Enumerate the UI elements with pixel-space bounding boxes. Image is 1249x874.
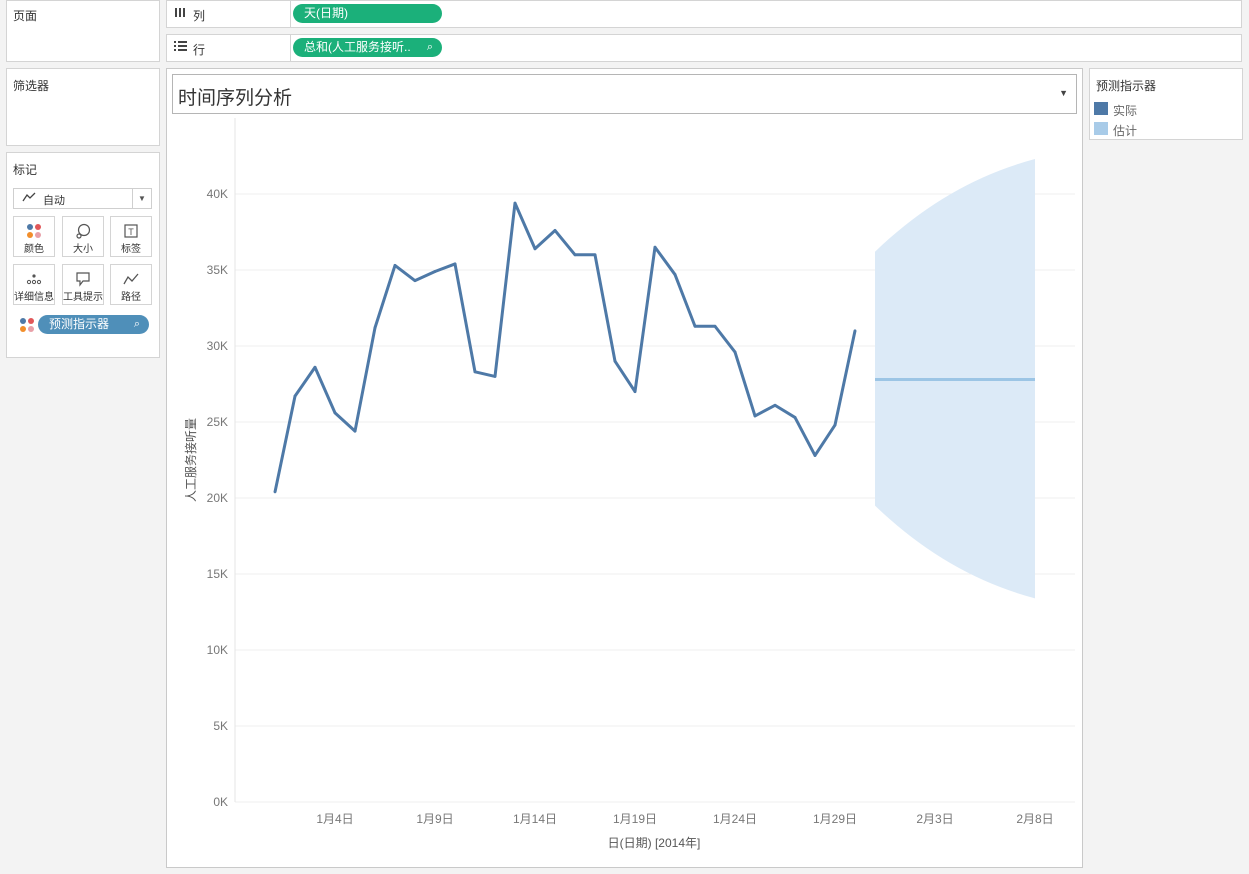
rows-pill-label: 总和(人工服务接听.. — [304, 40, 411, 54]
size-icon — [63, 223, 103, 239]
forecast-indicator-pill[interactable]: 预测指示器 ⌕ — [38, 315, 149, 334]
chevron-down-icon[interactable]: ▼ — [1059, 88, 1068, 98]
legend-label-estimate: 估计 — [1113, 124, 1138, 138]
view-title: 时间序列分析 — [178, 87, 293, 109]
detail-icon — [14, 271, 54, 287]
label-icon: T — [111, 223, 151, 239]
path-button-label: 路径 — [121, 292, 141, 303]
rows-label-text: 行 — [193, 43, 206, 57]
rows-shelf[interactable]: 行 总和(人工服务接听.. ⌕ — [166, 34, 1242, 62]
legend-label-actual: 实际 — [1113, 104, 1138, 118]
line-mark-icon — [22, 191, 36, 206]
color-dots-icon — [14, 223, 54, 239]
svg-text:T: T — [128, 227, 134, 237]
size-button[interactable]: 大小 — [62, 216, 104, 257]
view-area — [166, 68, 1083, 868]
color-button[interactable]: 颜色 — [13, 216, 55, 257]
path-button[interactable]: 路径 — [110, 264, 152, 305]
rows-pill[interactable]: 总和(人工服务接听.. ⌕ — [293, 38, 442, 57]
tooltip-icon — [63, 271, 103, 287]
size-button-label: 大小 — [73, 244, 93, 255]
columns-pill-label: 天(日期) — [304, 6, 348, 20]
tooltip-button-label: 工具提示 — [63, 292, 103, 303]
columns-pill[interactable]: 天(日期) — [293, 4, 442, 23]
filters-card[interactable]: 筛选器 — [6, 68, 160, 146]
legend-swatch-actual — [1094, 102, 1108, 115]
detail-button-label: 详细信息 — [14, 292, 54, 303]
columns-icon — [174, 6, 186, 21]
rows-shelf-label: 行 — [167, 35, 291, 61]
pages-card[interactable]: 页面 — [6, 0, 160, 62]
marks-card-title: 标记 — [13, 163, 38, 177]
legend-title: 预测指示器 — [1096, 79, 1157, 93]
view-title-box[interactable]: 时间序列分析 ▼ — [172, 74, 1077, 114]
columns-shelf-label: 列 — [167, 1, 291, 27]
forecast-pin-icon: ⌕ — [426, 41, 433, 53]
rows-icon — [174, 40, 187, 55]
label-button-label: 标签 — [121, 244, 141, 255]
path-icon — [111, 271, 151, 287]
chevron-down-icon[interactable]: ▼ — [132, 189, 151, 208]
label-button[interactable]: T 标签 — [110, 216, 152, 257]
filters-card-title: 筛选器 — [13, 79, 50, 93]
mark-type-label: 自动 — [43, 195, 65, 207]
detail-button[interactable]: 详细信息 — [13, 264, 55, 305]
columns-shelf[interactable]: 列 天(日期) — [166, 0, 1242, 28]
color-button-label: 颜色 — [24, 244, 44, 255]
color-field-icon — [19, 317, 35, 336]
legend-swatch-estimate — [1094, 122, 1108, 135]
columns-label-text: 列 — [193, 9, 206, 23]
forecast-pin-icon: ⌕ — [133, 318, 140, 330]
forecast-indicator-pill-label: 预测指示器 — [49, 317, 110, 331]
tooltip-button[interactable]: 工具提示 — [62, 264, 104, 305]
forecast-legend[interactable]: 预测指示器 实际 估计 — [1089, 68, 1243, 140]
pages-card-title: 页面 — [13, 9, 38, 23]
mark-type-dropdown[interactable]: 自动 ▼ — [13, 188, 152, 209]
